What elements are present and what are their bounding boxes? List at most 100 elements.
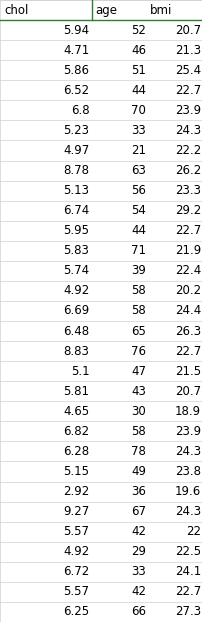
Text: 5.74: 5.74 — [63, 264, 89, 277]
Bar — [0, 542, 202, 562]
Text: 30: 30 — [131, 405, 145, 418]
Text: 4.92: 4.92 — [63, 545, 89, 559]
Text: 26.3: 26.3 — [174, 325, 200, 338]
Bar — [0, 321, 202, 341]
Text: bmi: bmi — [149, 4, 172, 17]
Text: 6.74: 6.74 — [63, 204, 89, 217]
Text: 71: 71 — [130, 244, 145, 258]
Text: 5.81: 5.81 — [63, 385, 89, 397]
Text: 21: 21 — [130, 144, 145, 157]
Text: 6.69: 6.69 — [63, 305, 89, 317]
Text: 22.4: 22.4 — [174, 264, 200, 277]
Bar — [0, 40, 202, 60]
Bar — [0, 281, 202, 301]
Text: 6.72: 6.72 — [63, 565, 89, 578]
Text: 46: 46 — [130, 44, 145, 57]
Text: 36: 36 — [131, 485, 145, 498]
Text: 24.3: 24.3 — [174, 445, 200, 458]
Text: 25.4: 25.4 — [174, 63, 200, 77]
Text: 23.8: 23.8 — [174, 465, 200, 478]
Text: 8.83: 8.83 — [63, 345, 89, 358]
Bar — [0, 80, 202, 100]
Bar — [0, 0, 202, 20]
Text: 44: 44 — [130, 84, 145, 97]
Text: 58: 58 — [131, 305, 145, 317]
Bar — [0, 241, 202, 261]
Text: 20.7: 20.7 — [174, 385, 200, 397]
Bar — [0, 562, 202, 582]
Bar — [0, 121, 202, 141]
Text: 22: 22 — [185, 525, 200, 538]
Text: 63: 63 — [131, 164, 145, 177]
Text: 6.28: 6.28 — [63, 445, 89, 458]
Text: 6.25: 6.25 — [63, 605, 89, 618]
Text: 33: 33 — [131, 565, 145, 578]
Text: 6.82: 6.82 — [63, 425, 89, 438]
Text: 24.1: 24.1 — [174, 565, 200, 578]
Text: 58: 58 — [131, 425, 145, 438]
Bar — [0, 361, 202, 381]
Text: 5.83: 5.83 — [63, 244, 89, 258]
Text: 9.27: 9.27 — [63, 505, 89, 518]
Bar — [0, 100, 202, 121]
Text: 5.15: 5.15 — [63, 465, 89, 478]
Bar — [0, 60, 202, 80]
Bar — [0, 341, 202, 361]
Text: 22.7: 22.7 — [174, 345, 200, 358]
Bar — [0, 602, 202, 622]
Text: 5.13: 5.13 — [63, 184, 89, 197]
Bar — [0, 442, 202, 462]
Text: 18.9: 18.9 — [174, 405, 200, 418]
Text: 6.8: 6.8 — [70, 104, 89, 117]
Text: 52: 52 — [131, 24, 145, 37]
Text: 21.5: 21.5 — [174, 364, 200, 378]
Text: 4.65: 4.65 — [63, 405, 89, 418]
Bar — [0, 421, 202, 442]
Text: 21.9: 21.9 — [174, 244, 200, 258]
Text: 70: 70 — [131, 104, 145, 117]
Text: 21.3: 21.3 — [174, 44, 200, 57]
Text: 29: 29 — [130, 545, 145, 559]
Text: 26.2: 26.2 — [174, 164, 200, 177]
Bar — [0, 481, 202, 501]
Text: 42: 42 — [130, 585, 145, 598]
Text: 51: 51 — [131, 63, 145, 77]
Text: 49: 49 — [130, 465, 145, 478]
Text: 4.71: 4.71 — [63, 44, 89, 57]
Text: 24.3: 24.3 — [174, 505, 200, 518]
Text: 22.7: 22.7 — [174, 225, 200, 237]
Text: 42: 42 — [130, 525, 145, 538]
Text: 22.2: 22.2 — [174, 144, 200, 157]
Text: 66: 66 — [130, 605, 145, 618]
Text: 29.2: 29.2 — [174, 204, 200, 217]
Text: 67: 67 — [130, 505, 145, 518]
Bar — [0, 301, 202, 321]
Text: 44: 44 — [130, 225, 145, 237]
Text: 47: 47 — [130, 364, 145, 378]
Text: 5.57: 5.57 — [63, 585, 89, 598]
Bar — [0, 501, 202, 522]
Bar — [0, 381, 202, 401]
Text: 6.52: 6.52 — [63, 84, 89, 97]
Text: 33: 33 — [131, 124, 145, 137]
Text: 22.7: 22.7 — [174, 585, 200, 598]
Text: 58: 58 — [131, 284, 145, 297]
Bar — [0, 180, 202, 201]
Text: 23.9: 23.9 — [174, 425, 200, 438]
Bar — [0, 160, 202, 180]
Bar — [0, 221, 202, 241]
Text: 4.97: 4.97 — [63, 144, 89, 157]
Bar — [0, 401, 202, 421]
Text: 27.3: 27.3 — [174, 605, 200, 618]
Text: 19.6: 19.6 — [174, 485, 200, 498]
Bar — [0, 261, 202, 281]
Text: 20.2: 20.2 — [174, 284, 200, 297]
Text: 5.86: 5.86 — [63, 63, 89, 77]
Text: 5.94: 5.94 — [63, 24, 89, 37]
Text: 78: 78 — [131, 445, 145, 458]
Text: 24.4: 24.4 — [174, 305, 200, 317]
Bar — [0, 462, 202, 481]
Bar — [0, 141, 202, 160]
Text: 22.5: 22.5 — [174, 545, 200, 559]
Bar — [0, 201, 202, 221]
